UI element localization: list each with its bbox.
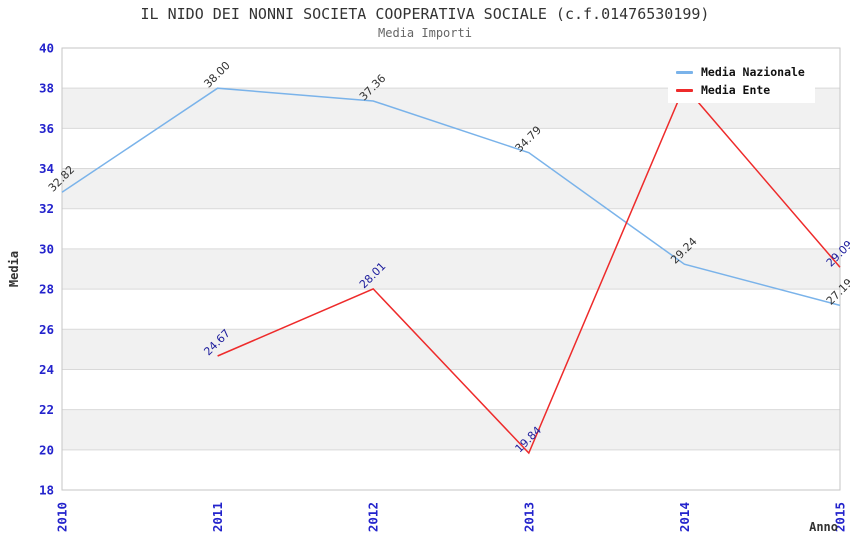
y-tick-label: 40 xyxy=(39,41,54,56)
y-axis-title: Media xyxy=(7,250,21,288)
series-line-media-nazionale xyxy=(61,87,841,307)
legend-item-label: Media Nazionale xyxy=(701,65,805,79)
y-tick-label: 32 xyxy=(39,201,54,216)
y-tick-label: 36 xyxy=(39,121,54,136)
y-tick-label: 34 xyxy=(39,161,54,176)
plot-band xyxy=(62,409,840,450)
y-tick-label: 20 xyxy=(39,442,54,457)
legend: Media Nazionale Media Ente xyxy=(668,60,815,103)
chart-title: IL NIDO DEI NONNI SOCIETA COOPERATIVA SO… xyxy=(140,5,710,23)
y-tick-label: 24 xyxy=(39,362,54,377)
x-tick-label: 2011 xyxy=(210,502,225,532)
legend-line-sample xyxy=(676,88,693,92)
chart-subtitle: Media Importi xyxy=(378,26,472,40)
plot-band xyxy=(62,329,840,370)
legend-item-media-nazionale: Media Nazionale xyxy=(676,65,805,79)
y-tick-label: 22 xyxy=(39,402,54,417)
plot-band xyxy=(62,168,840,209)
x-tick-label: 2013 xyxy=(521,502,536,532)
series-line-media-ente xyxy=(217,84,841,455)
y-tick-label: 38 xyxy=(39,81,54,96)
x-tick-label: 2015 xyxy=(833,502,848,532)
plot-border xyxy=(61,47,841,491)
legend-line-sample xyxy=(676,70,693,74)
y-tick-label: 28 xyxy=(39,282,54,297)
legend-item-media-ente: Media Ente xyxy=(676,83,805,97)
x-tick-label: 2012 xyxy=(366,502,381,532)
y-tick-label: 18 xyxy=(39,483,54,498)
x-axis-title: Anno xyxy=(809,520,838,534)
plot-band xyxy=(62,248,840,290)
y-tick-label: 26 xyxy=(39,322,54,337)
legend-item-label: Media Ente xyxy=(701,83,771,97)
data-label: 38.00 xyxy=(201,59,232,90)
y-tick-label: 30 xyxy=(39,241,54,256)
x-tick-label: 2010 xyxy=(55,502,70,532)
x-tick-label: 2014 xyxy=(677,502,692,532)
